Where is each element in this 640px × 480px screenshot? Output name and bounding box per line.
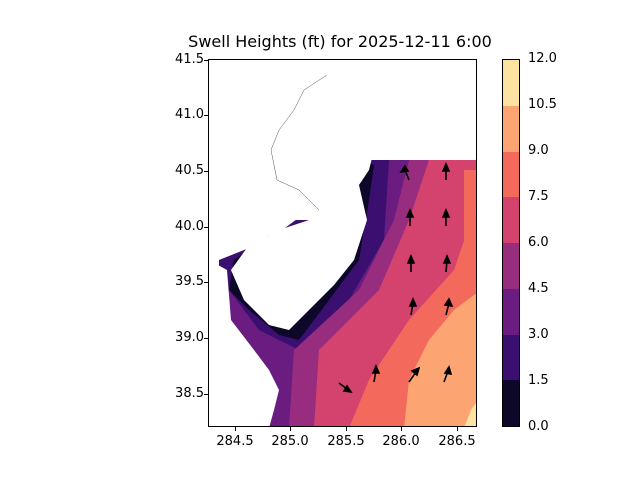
swell-direction-arrows <box>338 161 454 394</box>
band-3.0-4.5 <box>224 160 414 426</box>
x-tick <box>457 427 458 431</box>
y-tick <box>204 115 208 116</box>
state-boundary <box>270 74 328 211</box>
colorbar-tick-label: 1.5 <box>528 373 549 388</box>
y-tick-label: 39.0 <box>175 330 204 345</box>
land-delaware <box>209 260 279 426</box>
colorbar-tick-label: 12.0 <box>528 51 557 66</box>
colorbar-segment <box>503 243 519 289</box>
land-new-jersey <box>231 75 374 330</box>
band-7.5-9.0-b <box>349 205 476 426</box>
colorbar-segment <box>503 151 519 198</box>
colorbar-segment <box>503 288 519 335</box>
y-tick-label: 41.0 <box>175 107 204 122</box>
band-9.0-10.5 <box>404 293 476 426</box>
colorbar-tick-label: 3.0 <box>528 327 549 342</box>
colorbar-segment <box>503 334 519 381</box>
y-tick <box>204 171 208 172</box>
x-tick <box>235 427 236 431</box>
map-plot-area <box>208 59 477 427</box>
colorbar-segment <box>503 380 519 426</box>
land-north <box>209 60 476 260</box>
x-tick-label: 285.5 <box>327 434 365 449</box>
y-tick <box>204 60 208 61</box>
colorbar <box>502 59 520 427</box>
y-tick-label: 40.5 <box>175 163 204 178</box>
colorbar-segment <box>503 60 519 106</box>
y-tick-label: 39.5 <box>175 274 204 289</box>
x-tick-label: 285.0 <box>271 434 309 449</box>
colorbar-tick-label: 7.5 <box>528 189 549 204</box>
swell-contour-map <box>209 60 476 426</box>
colorbar-tick-label: 4.5 <box>528 281 549 296</box>
chart-title: Swell Heights (ft) for 2025-12-11 6:00 <box>188 32 492 51</box>
band-10.5-12.0 <box>464 402 476 426</box>
colorbar-tick-label: 6.0 <box>528 235 549 250</box>
y-tick <box>204 338 208 339</box>
y-tick <box>204 282 208 283</box>
colorbar-segment <box>503 197 519 243</box>
x-tick-label: 286.5 <box>438 434 476 449</box>
x-tick-label: 286.0 <box>382 434 420 449</box>
y-tick <box>204 227 208 228</box>
x-tick <box>290 427 291 431</box>
y-axis: 41.5 41.0 40.5 40.0 39.5 39.0 38.5 <box>150 0 204 480</box>
y-tick-label: 41.5 <box>175 52 204 67</box>
colorbar-tick-label: 9.0 <box>528 143 549 158</box>
x-tick-label: 284.5 <box>216 434 254 449</box>
y-tick-label: 40.0 <box>175 219 204 234</box>
x-tick <box>401 427 402 431</box>
y-tick-label: 38.5 <box>175 386 204 401</box>
band-6.0-7.5 <box>314 160 476 426</box>
colorbar-tick-label: 10.5 <box>528 97 557 112</box>
y-tick <box>204 394 208 395</box>
colorbar-tick-label: 0.0 <box>528 419 549 434</box>
x-tick <box>346 427 347 431</box>
colorbar-segment <box>503 105 519 152</box>
